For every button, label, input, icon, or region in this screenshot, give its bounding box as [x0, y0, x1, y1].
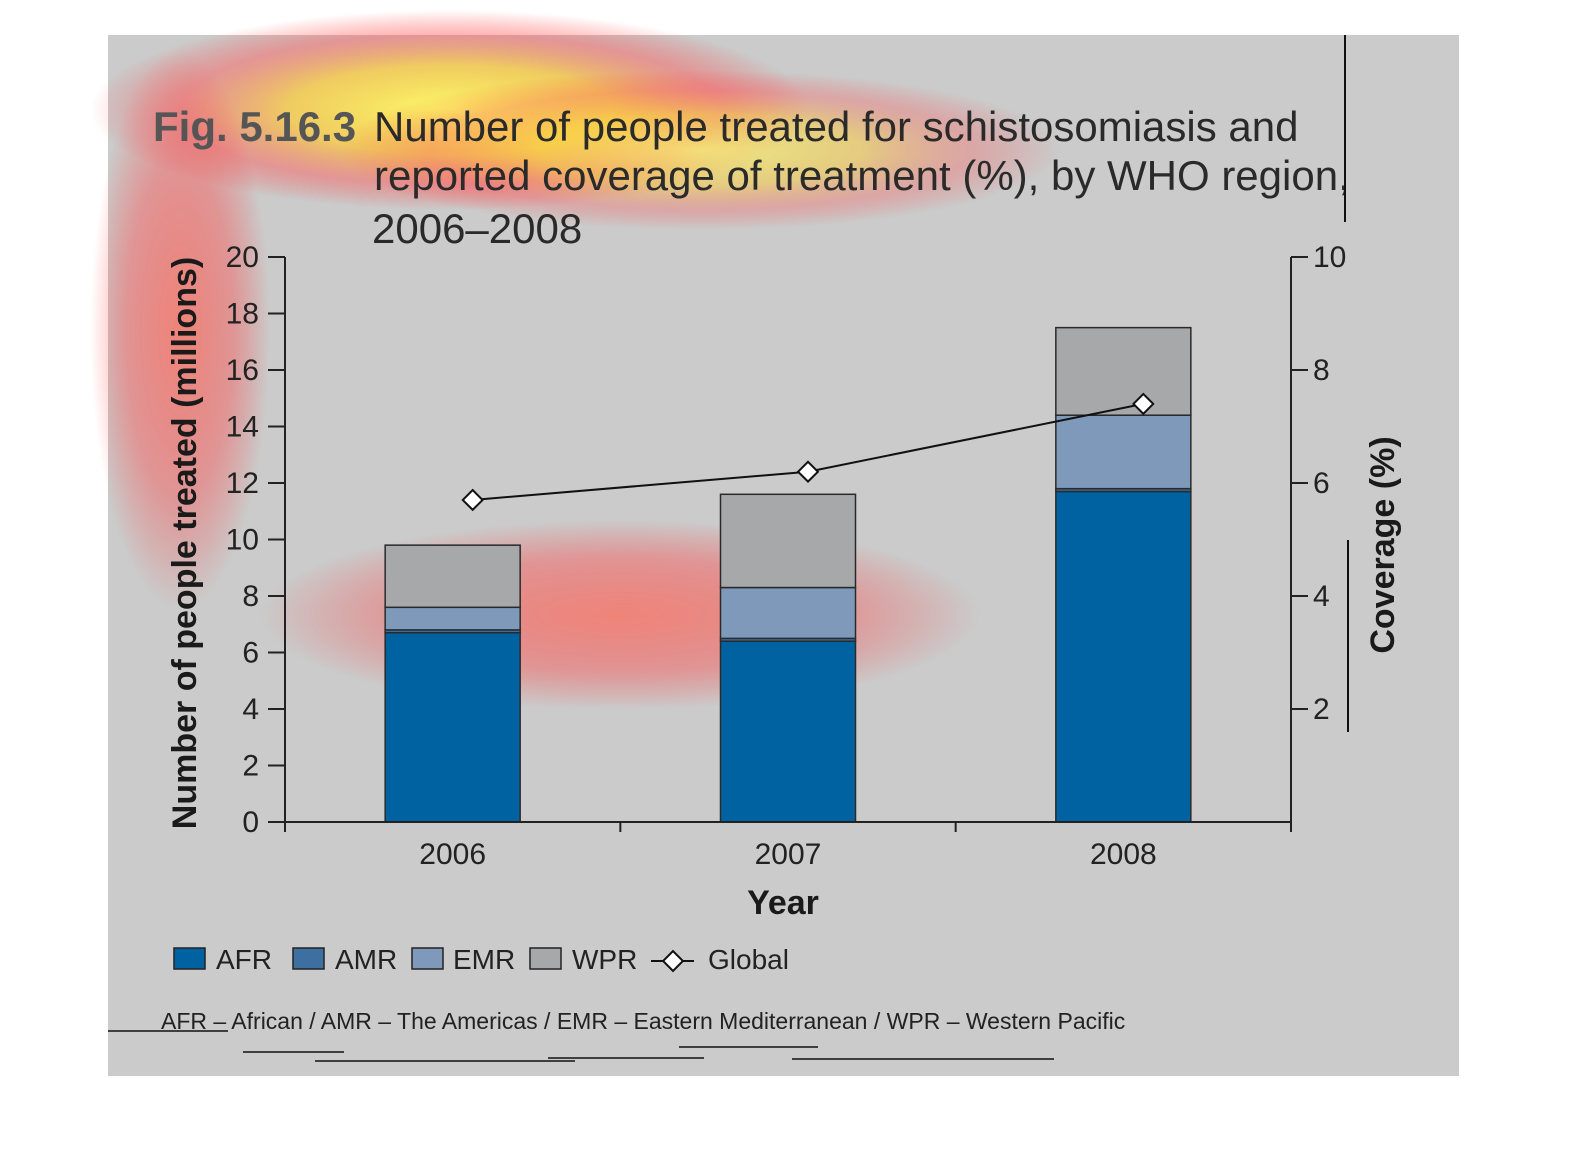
footnote: AFR – African / AMR – The Americas / EMR… [161, 1008, 1125, 1034]
legend-swatch-amr [292, 947, 325, 970]
footnote-rules [108, 1030, 1054, 1062]
y-tick-label-14: 14 [226, 411, 259, 444]
legend-swatch-wpr [529, 947, 562, 970]
bar-wpr-2006 [384, 544, 521, 609]
x-axis-title: Year [747, 884, 819, 922]
legend: AFR AMR EMR WPR Global [173, 944, 789, 975]
figure-number: Fig. 5.16.3 [153, 103, 356, 150]
figure-title-line-2: reported coverage of treatment (%), by W… [374, 152, 1350, 199]
heat-spot [260, 520, 980, 710]
y-axis-title: Number of people treated (millions) [166, 257, 204, 829]
x-tick-label-2007: 2007 [755, 838, 822, 871]
legend-label-afr: AFR [216, 944, 272, 975]
y-tick-label-10: 10 [226, 524, 259, 557]
y-tick-label-18: 18 [226, 298, 259, 331]
x-tick-label-2006: 2006 [419, 838, 486, 871]
y-tick-label-0: 0 [242, 806, 259, 839]
bar-afr-2007 [719, 640, 857, 823]
heat-spot [340, 70, 1060, 230]
global-point-2008 [1132, 392, 1155, 416]
heat-spot [90, 50, 270, 610]
bar-emr-2007 [719, 586, 857, 640]
legend-label-emr: EMR [453, 944, 515, 975]
y-tick-label-16: 16 [226, 354, 259, 387]
axes-layer: 0 2 4 6 8 10 12 14 16 18 20 2 4 6 8 10 2006 2007 2008 [226, 241, 1347, 871]
y-tick-label-20: 20 [226, 241, 259, 274]
bar-afr-2006 [384, 631, 521, 823]
figure-title-line-3: 2006–2008 [372, 205, 582, 252]
y-tick-label-6: 6 [242, 637, 259, 670]
y2-tick-label-6: 6 [1313, 467, 1330, 500]
bar-wpr-2007 [719, 493, 857, 589]
global-point-2007 [796, 460, 820, 484]
legend-label-amr: AMR [335, 944, 397, 975]
y2-tick-label-4: 4 [1313, 580, 1330, 613]
legend-label-global: Global [708, 944, 789, 975]
figure-title-line-1: Number of people treated for schistosomi… [374, 103, 1298, 150]
global-line-layer [461, 392, 1155, 512]
y2-tick-label-2: 2 [1313, 693, 1330, 726]
y2-tick-label-10: 10 [1313, 241, 1346, 274]
global-point-2006 [461, 488, 484, 512]
y-tick-label-2: 2 [242, 750, 259, 783]
y-tick-label-12: 12 [226, 467, 259, 500]
bar-emr-2008 [1055, 414, 1192, 490]
y2-axis-title: Coverage (%) [1364, 436, 1402, 653]
stacked-bar-chart: 0 2 4 6 8 10 12 14 16 18 20 2 4 6 8 10 2006 2007 2008 [226, 241, 1347, 871]
legend-label-wpr: WPR [572, 944, 637, 975]
bar-layer [384, 326, 1192, 823]
legend-swatch-afr [173, 947, 206, 970]
legend-marker-global [661, 949, 685, 973]
bar-wpr-2008 [1055, 326, 1192, 416]
y-tick-label-8: 8 [242, 580, 259, 613]
bar-afr-2008 [1055, 490, 1192, 823]
legend-swatch-emr [411, 947, 444, 970]
x-tick-label-2008: 2008 [1090, 838, 1157, 871]
y-tick-label-4: 4 [242, 693, 259, 726]
y2-tick-label-8: 8 [1313, 354, 1330, 387]
bar-emr-2006 [384, 606, 521, 631]
